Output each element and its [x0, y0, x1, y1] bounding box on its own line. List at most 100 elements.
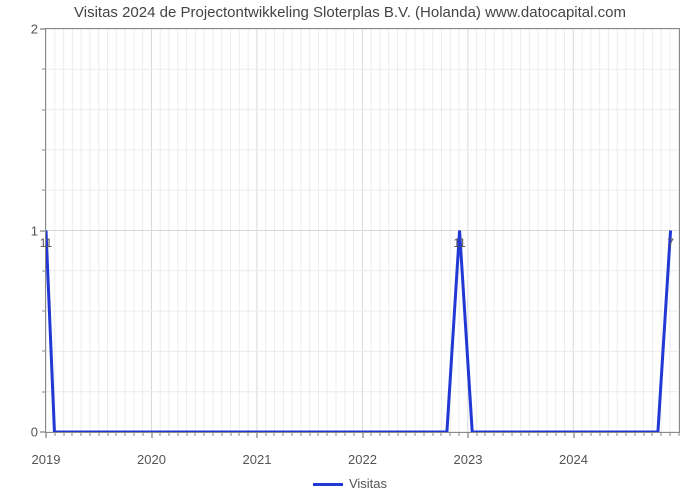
x-minor-tick	[169, 433, 170, 436]
y-minor-tick	[42, 351, 45, 352]
series-line	[46, 231, 671, 433]
x-minor-tick	[476, 433, 477, 436]
x-minor-tick	[54, 433, 55, 436]
x-minor-tick	[617, 433, 618, 436]
y-minor-tick	[42, 391, 45, 392]
x-minor-tick	[344, 433, 345, 436]
x-minor-tick	[274, 433, 275, 436]
data-label: 7	[667, 236, 674, 250]
x-minor-tick	[318, 433, 319, 436]
x-minor-tick	[248, 433, 249, 436]
x-minor-tick	[221, 433, 222, 436]
data-label: 11	[453, 236, 465, 250]
x-tick-label: 2022	[348, 452, 377, 467]
x-minor-tick	[590, 433, 591, 436]
x-minor-tick	[388, 433, 389, 436]
x-minor-tick	[177, 433, 178, 436]
y-minor-tick	[42, 109, 45, 110]
x-minor-tick	[353, 433, 354, 436]
x-minor-tick	[652, 433, 653, 436]
x-tick-mark	[257, 433, 258, 438]
x-minor-tick	[107, 433, 108, 436]
x-minor-tick	[520, 433, 521, 436]
y-tick-mark	[40, 230, 45, 231]
x-minor-tick	[626, 433, 627, 436]
x-minor-tick	[406, 433, 407, 436]
plot-area	[45, 28, 680, 433]
y-minor-tick	[42, 149, 45, 150]
x-minor-tick	[415, 433, 416, 436]
x-minor-tick	[98, 433, 99, 436]
x-minor-tick	[661, 433, 662, 436]
x-minor-tick	[81, 433, 82, 436]
x-minor-tick	[160, 433, 161, 436]
x-minor-tick	[195, 433, 196, 436]
x-minor-tick	[599, 433, 600, 436]
x-minor-tick	[669, 433, 670, 436]
y-minor-tick	[42, 190, 45, 191]
x-tick-mark	[362, 433, 363, 438]
x-minor-tick	[564, 433, 565, 436]
x-tick-mark	[573, 433, 574, 438]
legend-swatch	[313, 483, 343, 486]
x-minor-tick	[423, 433, 424, 436]
x-tick-mark	[46, 433, 47, 438]
x-minor-tick	[89, 433, 90, 436]
x-tick-mark	[151, 433, 152, 438]
x-minor-tick	[239, 433, 240, 436]
x-minor-tick	[432, 433, 433, 436]
x-minor-tick	[582, 433, 583, 436]
x-minor-tick	[292, 433, 293, 436]
x-minor-tick	[309, 433, 310, 436]
x-minor-tick	[485, 433, 486, 436]
legend-label: Visitas	[349, 476, 387, 491]
plot-svg	[46, 29, 679, 432]
x-minor-tick	[336, 433, 337, 436]
x-minor-tick	[538, 433, 539, 436]
legend: Visitas	[0, 476, 700, 491]
chart-container: Visitas 2024 de Projectontwikkeling Slot…	[0, 0, 700, 500]
y-tick-label: 2	[8, 22, 38, 37]
x-tick-label: 2024	[559, 452, 588, 467]
x-minor-tick	[459, 433, 460, 436]
x-minor-tick	[300, 433, 301, 436]
y-tick-mark	[40, 29, 45, 30]
x-minor-tick	[63, 433, 64, 436]
y-minor-tick	[42, 311, 45, 312]
x-minor-tick	[230, 433, 231, 436]
x-minor-tick	[441, 433, 442, 436]
x-minor-tick	[494, 433, 495, 436]
x-minor-tick	[265, 433, 266, 436]
x-minor-tick	[502, 433, 503, 436]
y-minor-tick	[42, 69, 45, 70]
data-label: 11	[40, 236, 52, 250]
chart-title: Visitas 2024 de Projectontwikkeling Slot…	[0, 4, 700, 21]
x-minor-tick	[397, 433, 398, 436]
x-tick-label: 2023	[454, 452, 483, 467]
y-tick-label: 0	[8, 425, 38, 440]
x-tick-label: 2021	[243, 452, 272, 467]
x-minor-tick	[125, 433, 126, 436]
x-minor-tick	[371, 433, 372, 436]
x-minor-tick	[678, 433, 679, 436]
x-minor-tick	[72, 433, 73, 436]
x-minor-tick	[379, 433, 380, 436]
x-minor-tick	[327, 433, 328, 436]
x-tick-label: 2019	[32, 452, 61, 467]
x-minor-tick	[643, 433, 644, 436]
y-tick-label: 1	[8, 223, 38, 238]
x-minor-tick	[608, 433, 609, 436]
x-tick-label: 2020	[137, 452, 166, 467]
x-minor-tick	[511, 433, 512, 436]
x-minor-tick	[283, 433, 284, 436]
x-minor-tick	[142, 433, 143, 436]
x-minor-tick	[555, 433, 556, 436]
x-minor-tick	[133, 433, 134, 436]
x-minor-tick	[450, 433, 451, 436]
x-minor-tick	[212, 433, 213, 436]
x-minor-tick	[546, 433, 547, 436]
x-minor-tick	[529, 433, 530, 436]
y-minor-tick	[42, 270, 45, 271]
x-minor-tick	[186, 433, 187, 436]
x-minor-tick	[204, 433, 205, 436]
